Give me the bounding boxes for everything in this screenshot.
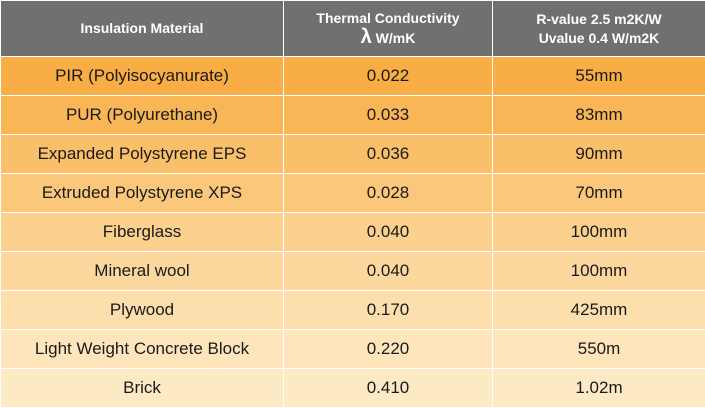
material-cell: Light Weight Concrete Block [1, 330, 284, 369]
header-text: Thermal Conductivity [284, 9, 492, 28]
thickness-cell: 1.02m [493, 369, 705, 408]
thickness-cell: 83mm [493, 96, 705, 135]
conductivity-cell: 0.170 [284, 291, 493, 330]
conductivity-cell: 0.220 [284, 330, 493, 369]
header-text: Uvalue 0.4 W/m2K [493, 29, 705, 48]
header-text: Insulation Material [81, 20, 204, 36]
header-row: Insulation Material Thermal Conductivity… [1, 1, 705, 57]
material-cell: Fiberglass [1, 213, 284, 252]
material-cell: Expanded Polystyrene EPS [1, 135, 284, 174]
conductivity-cell: 0.040 [284, 213, 493, 252]
header-cell: Insulation Material [1, 1, 284, 57]
unit-text: W/mK [376, 30, 416, 46]
thickness-cell: 550m [493, 330, 705, 369]
conductivity-cell: 0.040 [284, 252, 493, 291]
material-cell: Extruded Polystyrene XPS [1, 174, 284, 213]
header-unit: λ W/mK [284, 28, 492, 48]
material-cell: Brick [1, 369, 284, 408]
conductivity-cell: 0.410 [284, 369, 493, 408]
material-cell: PUR (Polyurethane) [1, 96, 284, 135]
material-cell: Mineral wool [1, 252, 284, 291]
conductivity-cell: 0.033 [284, 96, 493, 135]
header-cell: R-value 2.5 m2K/W Uvalue 0.4 W/m2K [493, 1, 705, 57]
header-text: R-value 2.5 m2K/W [493, 10, 705, 29]
conductivity-cell: 0.036 [284, 135, 493, 174]
thickness-cell: 425mm [493, 291, 705, 330]
table-header: Insulation Material Thermal Conductivity… [1, 1, 705, 57]
thickness-cell: 55mm [493, 57, 705, 96]
header-cell: Thermal Conductivity λ W/mK [284, 1, 493, 57]
conductivity-cell: 0.022 [284, 57, 493, 96]
lambda-symbol: λ [361, 26, 372, 48]
thickness-cell: 90mm [493, 135, 705, 174]
material-cell: PIR (Polyisocyanurate) [1, 57, 284, 96]
thickness-cell: 100mm [493, 252, 705, 291]
thickness-cell: 70mm [493, 174, 705, 213]
thickness-cell: 100mm [493, 213, 705, 252]
conductivity-cell: 0.028 [284, 174, 493, 213]
material-cell: Plywood [1, 291, 284, 330]
